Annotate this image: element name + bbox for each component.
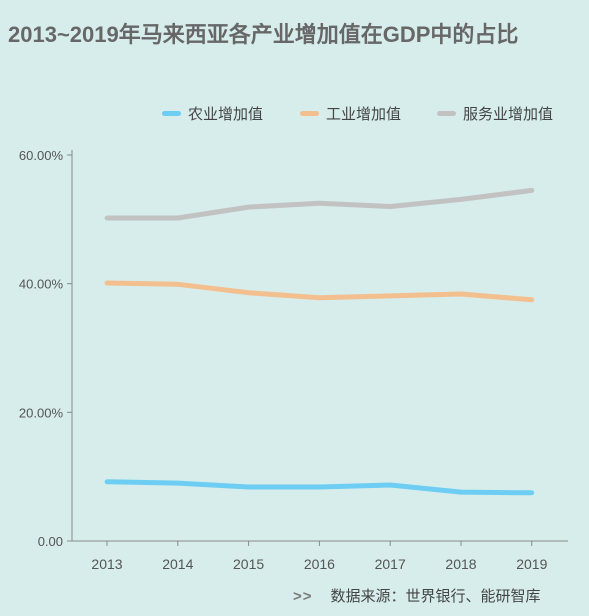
data-point-industry — [246, 290, 252, 296]
data-point-services — [175, 215, 181, 221]
data-point-agriculture — [458, 489, 464, 495]
x-tick-label: 2016 — [304, 556, 335, 572]
data-point-industry — [317, 295, 322, 301]
source-prefix: >> — [293, 588, 313, 605]
legend-swatch-agriculture — [162, 110, 181, 116]
x-tick-label: 2018 — [445, 556, 476, 572]
y-tick-label: 0.00 — [38, 534, 63, 549]
data-point-services — [458, 196, 464, 202]
data-point-services — [387, 204, 393, 209]
data-point-agriculture — [175, 480, 181, 486]
legend-label-agriculture: 农业增加值 — [188, 105, 264, 123]
x-tick-label: 2013 — [91, 556, 122, 572]
y-tick-label: 60.00% — [19, 148, 64, 163]
data-point-services — [104, 215, 110, 221]
x-tick-label: 2017 — [375, 556, 406, 572]
legend-item-industry: 工业增加值 — [300, 103, 401, 123]
legend-label-industry: 工业增加值 — [326, 105, 402, 123]
data-point-industry — [529, 297, 535, 303]
data-point-agriculture — [104, 479, 110, 485]
data-point-agriculture — [317, 484, 322, 490]
y-tick-label: 40.00% — [19, 277, 64, 292]
legend-swatch-services — [437, 110, 456, 116]
y-tick-label: 20.00% — [19, 405, 64, 420]
x-tick-label: 2015 — [233, 556, 264, 572]
legend-swatch-industry — [300, 110, 319, 116]
data-point-agriculture — [246, 484, 252, 490]
series-industry — [104, 280, 535, 303]
legend-item-services: 服务业增加值 — [437, 103, 553, 123]
data-point-industry — [104, 280, 110, 286]
source-text: 数据来源：世界银行、能研智库 — [330, 588, 541, 605]
chart-title: 2013~2019年马来西亚各产业增加值在GDP中的占比 — [8, 22, 519, 47]
legend-label-services: 服务业增加值 — [463, 105, 554, 123]
x-tick-label: 2014 — [162, 556, 193, 572]
data-point-services — [317, 200, 322, 206]
data-point-industry — [387, 293, 393, 299]
legend-item-agriculture: 农业增加值 — [162, 103, 263, 123]
data-point-agriculture — [387, 482, 393, 488]
data-point-services — [246, 204, 252, 210]
data-point-services — [529, 187, 535, 193]
series-agriculture — [104, 479, 535, 496]
data-point-industry — [458, 291, 464, 297]
data-point-industry — [175, 281, 181, 287]
data-point-agriculture — [529, 490, 535, 496]
data-source: >> 数据来源：世界银行、能研智库 — [293, 585, 541, 606]
series-services — [104, 187, 535, 221]
x-tick-label: 2019 — [516, 556, 547, 572]
